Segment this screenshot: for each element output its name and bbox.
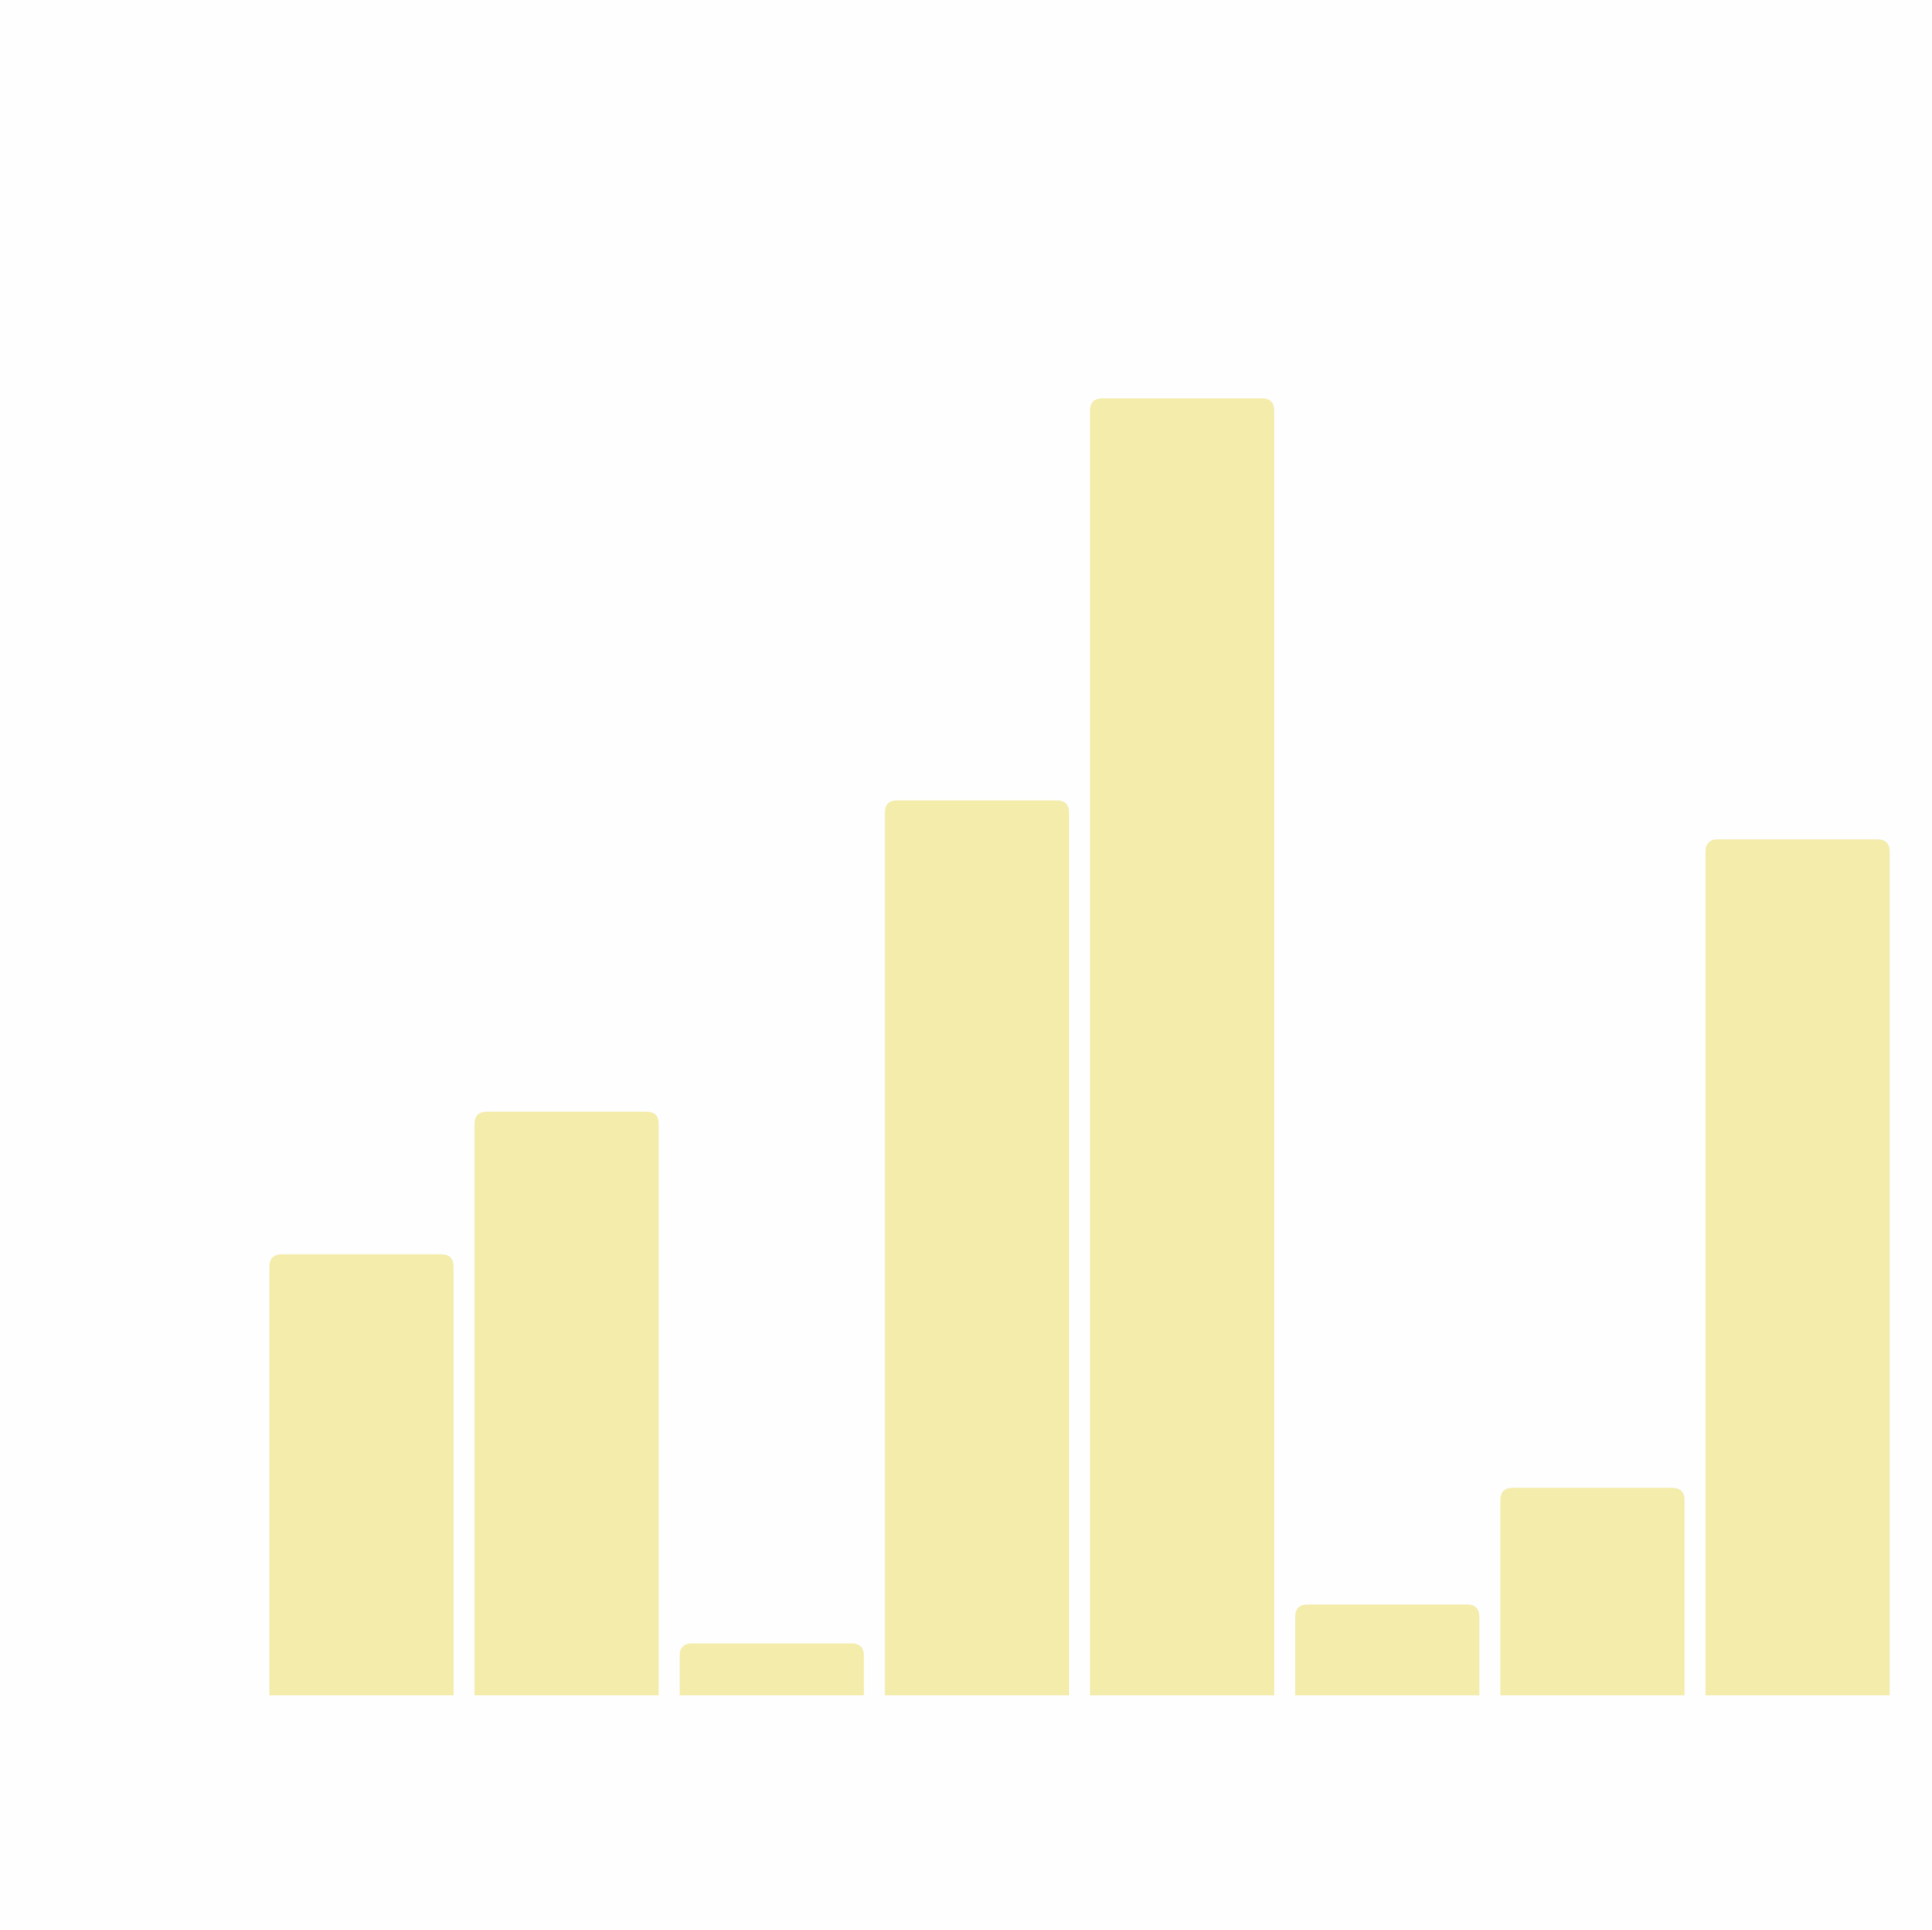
bar xyxy=(1295,1604,1480,1695)
bar xyxy=(269,1254,454,1695)
bar xyxy=(1705,839,1890,1695)
bar xyxy=(474,1112,659,1695)
bar xyxy=(679,1643,864,1695)
bar xyxy=(885,800,1069,1695)
bar xyxy=(1090,398,1274,1695)
bar xyxy=(1500,1488,1685,1695)
